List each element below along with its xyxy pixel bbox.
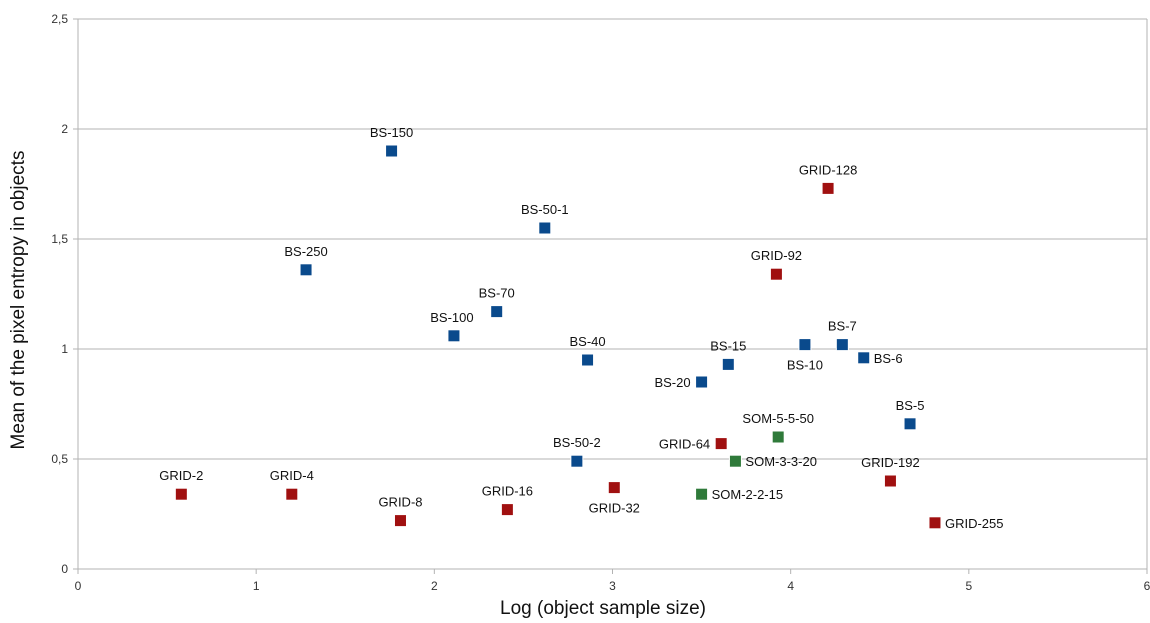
point-label-grid-192: GRID-192 <box>861 455 920 470</box>
data-point-som-2-2-15 <box>695 487 709 501</box>
point-label-bs-40: BS-40 <box>569 334 605 349</box>
point-label-grid-8: GRID-8 <box>378 495 422 510</box>
data-point-bs-50-1 <box>538 221 552 235</box>
point-label-grid-2: GRID-2 <box>159 468 203 483</box>
point-label-bs-50-2: BS-50-2 <box>553 435 601 450</box>
point-label-som-5-5-50: SOM-5-5-50 <box>742 411 814 426</box>
point-label-bs-20: BS-20 <box>654 375 690 390</box>
point-label-som-3-3-20: SOM-3-3-20 <box>745 454 817 469</box>
y-tick-label: 1 <box>61 342 68 356</box>
point-label-bs-6: BS-6 <box>874 351 903 366</box>
point-label-bs-50-1: BS-50-1 <box>521 202 569 217</box>
y-axis-title: Mean of the pixel entropy in objects <box>8 151 29 450</box>
data-point-bs-5 <box>903 417 917 431</box>
data-point-bs-20 <box>695 375 709 389</box>
data-point-grid-192 <box>883 474 897 488</box>
data-point-grid-2 <box>174 487 188 501</box>
data-point-bs-70 <box>490 305 504 319</box>
point-label-grid-255: GRID-255 <box>945 516 1004 531</box>
data-point-bs-40 <box>581 353 595 367</box>
x-tick-label: 0 <box>75 579 82 593</box>
data-point-grid-64 <box>714 437 728 451</box>
point-label-bs-250: BS-250 <box>284 244 327 259</box>
point-label-grid-32: GRID-32 <box>589 501 640 516</box>
x-axis-title: Log (object sample size) <box>500 598 706 619</box>
y-tick-label: 0 <box>61 562 68 576</box>
data-point-grid-4 <box>285 487 299 501</box>
y-tick-label: 0,5 <box>51 452 68 466</box>
point-label-grid-64: GRID-64 <box>659 437 710 452</box>
point-label-bs-150: BS-150 <box>370 125 413 140</box>
data-point-grid-92 <box>769 267 783 281</box>
y-tick-label: 2,5 <box>51 12 68 26</box>
x-tick-label: 4 <box>787 579 794 593</box>
data-point-bs-250 <box>299 263 313 277</box>
point-label-bs-15: BS-15 <box>710 338 746 353</box>
point-label-som-2-2-15: SOM-2-2-15 <box>712 487 784 502</box>
data-point-bs-7 <box>835 338 849 352</box>
data-point-bs-6 <box>857 351 871 365</box>
x-tick-label: 5 <box>965 579 972 593</box>
x-tick-label: 1 <box>253 579 260 593</box>
data-point-bs-50-2 <box>570 454 584 468</box>
data-point-grid-16 <box>500 503 514 517</box>
point-label-grid-4: GRID-4 <box>270 468 314 483</box>
data-point-bs-100 <box>447 329 461 343</box>
data-points <box>174 144 942 530</box>
x-tick-label: 2 <box>431 579 438 593</box>
x-tick-label: 3 <box>609 579 616 593</box>
point-label-grid-16: GRID-16 <box>482 484 533 499</box>
point-label-bs-7: BS-7 <box>828 319 857 334</box>
data-point-grid-128 <box>821 181 835 195</box>
data-point-bs-10 <box>798 338 812 352</box>
gridlines <box>78 18 1147 460</box>
y-tick-label: 1,5 <box>51 232 68 246</box>
data-point-som-5-5-50 <box>771 430 785 444</box>
point-label-bs-100: BS-100 <box>430 310 473 325</box>
x-tick-label: 6 <box>1144 579 1150 593</box>
data-point-bs-15 <box>721 357 735 371</box>
axes <box>73 18 1148 574</box>
tick-labels: 0 0,5 1 1,5 2 2,5 0 1 2 3 4 5 6 <box>51 12 1150 593</box>
data-point-grid-255 <box>928 516 942 530</box>
data-point-grid-8 <box>393 514 407 528</box>
data-point-som-3-3-20 <box>728 454 742 468</box>
data-point-bs-150 <box>385 144 399 158</box>
point-label-grid-92: GRID-92 <box>751 248 802 263</box>
point-label-bs-5: BS-5 <box>896 398 925 413</box>
point-label-grid-128: GRID-128 <box>799 162 858 177</box>
point-label-bs-70: BS-70 <box>479 286 515 301</box>
y-tick-label: 2 <box>61 122 68 136</box>
data-point-grid-32 <box>607 481 621 495</box>
point-label-bs-10: BS-10 <box>787 358 823 373</box>
point-labels: BS-150 BS-250 BS-50-1 BS-100 BS-70 BS-40 BS-20… <box>159 125 1003 531</box>
